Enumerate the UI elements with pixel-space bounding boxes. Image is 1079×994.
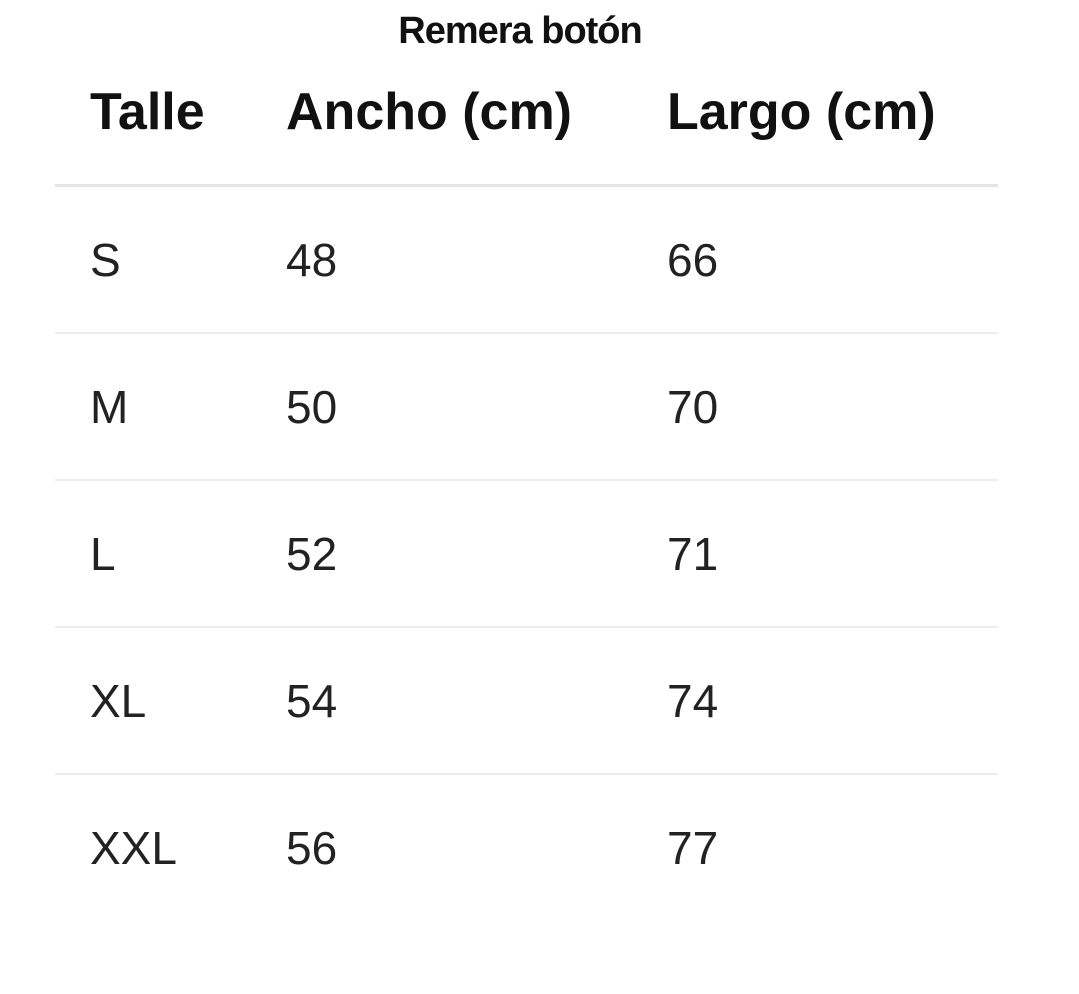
table-title: Remera botón bbox=[398, 10, 642, 52]
row-divider bbox=[55, 773, 998, 775]
header-largo: Largo (cm) bbox=[667, 83, 936, 141]
cell-talle: S bbox=[90, 234, 121, 286]
cell-ancho: 56 bbox=[286, 822, 338, 874]
cell-talle: XL bbox=[90, 675, 147, 727]
cell-ancho: 54 bbox=[286, 675, 338, 727]
cell-ancho: 52 bbox=[286, 528, 338, 580]
header-ancho: Ancho (cm) bbox=[286, 83, 572, 141]
cell-largo: 77 bbox=[667, 822, 719, 874]
header-talle: Talle bbox=[90, 83, 205, 141]
cell-largo: 70 bbox=[667, 381, 719, 433]
row-divider bbox=[55, 332, 998, 334]
cell-largo: 71 bbox=[667, 528, 719, 580]
cell-ancho: 50 bbox=[286, 381, 338, 433]
cell-largo: 74 bbox=[667, 675, 719, 727]
header-divider bbox=[55, 184, 998, 187]
cell-talle: XXL bbox=[90, 822, 177, 874]
cell-ancho: 48 bbox=[286, 234, 338, 286]
cell-talle: M bbox=[90, 381, 129, 433]
cell-largo: 66 bbox=[667, 234, 719, 286]
row-divider bbox=[55, 626, 998, 628]
row-divider bbox=[55, 479, 998, 481]
cell-talle: L bbox=[90, 528, 116, 580]
